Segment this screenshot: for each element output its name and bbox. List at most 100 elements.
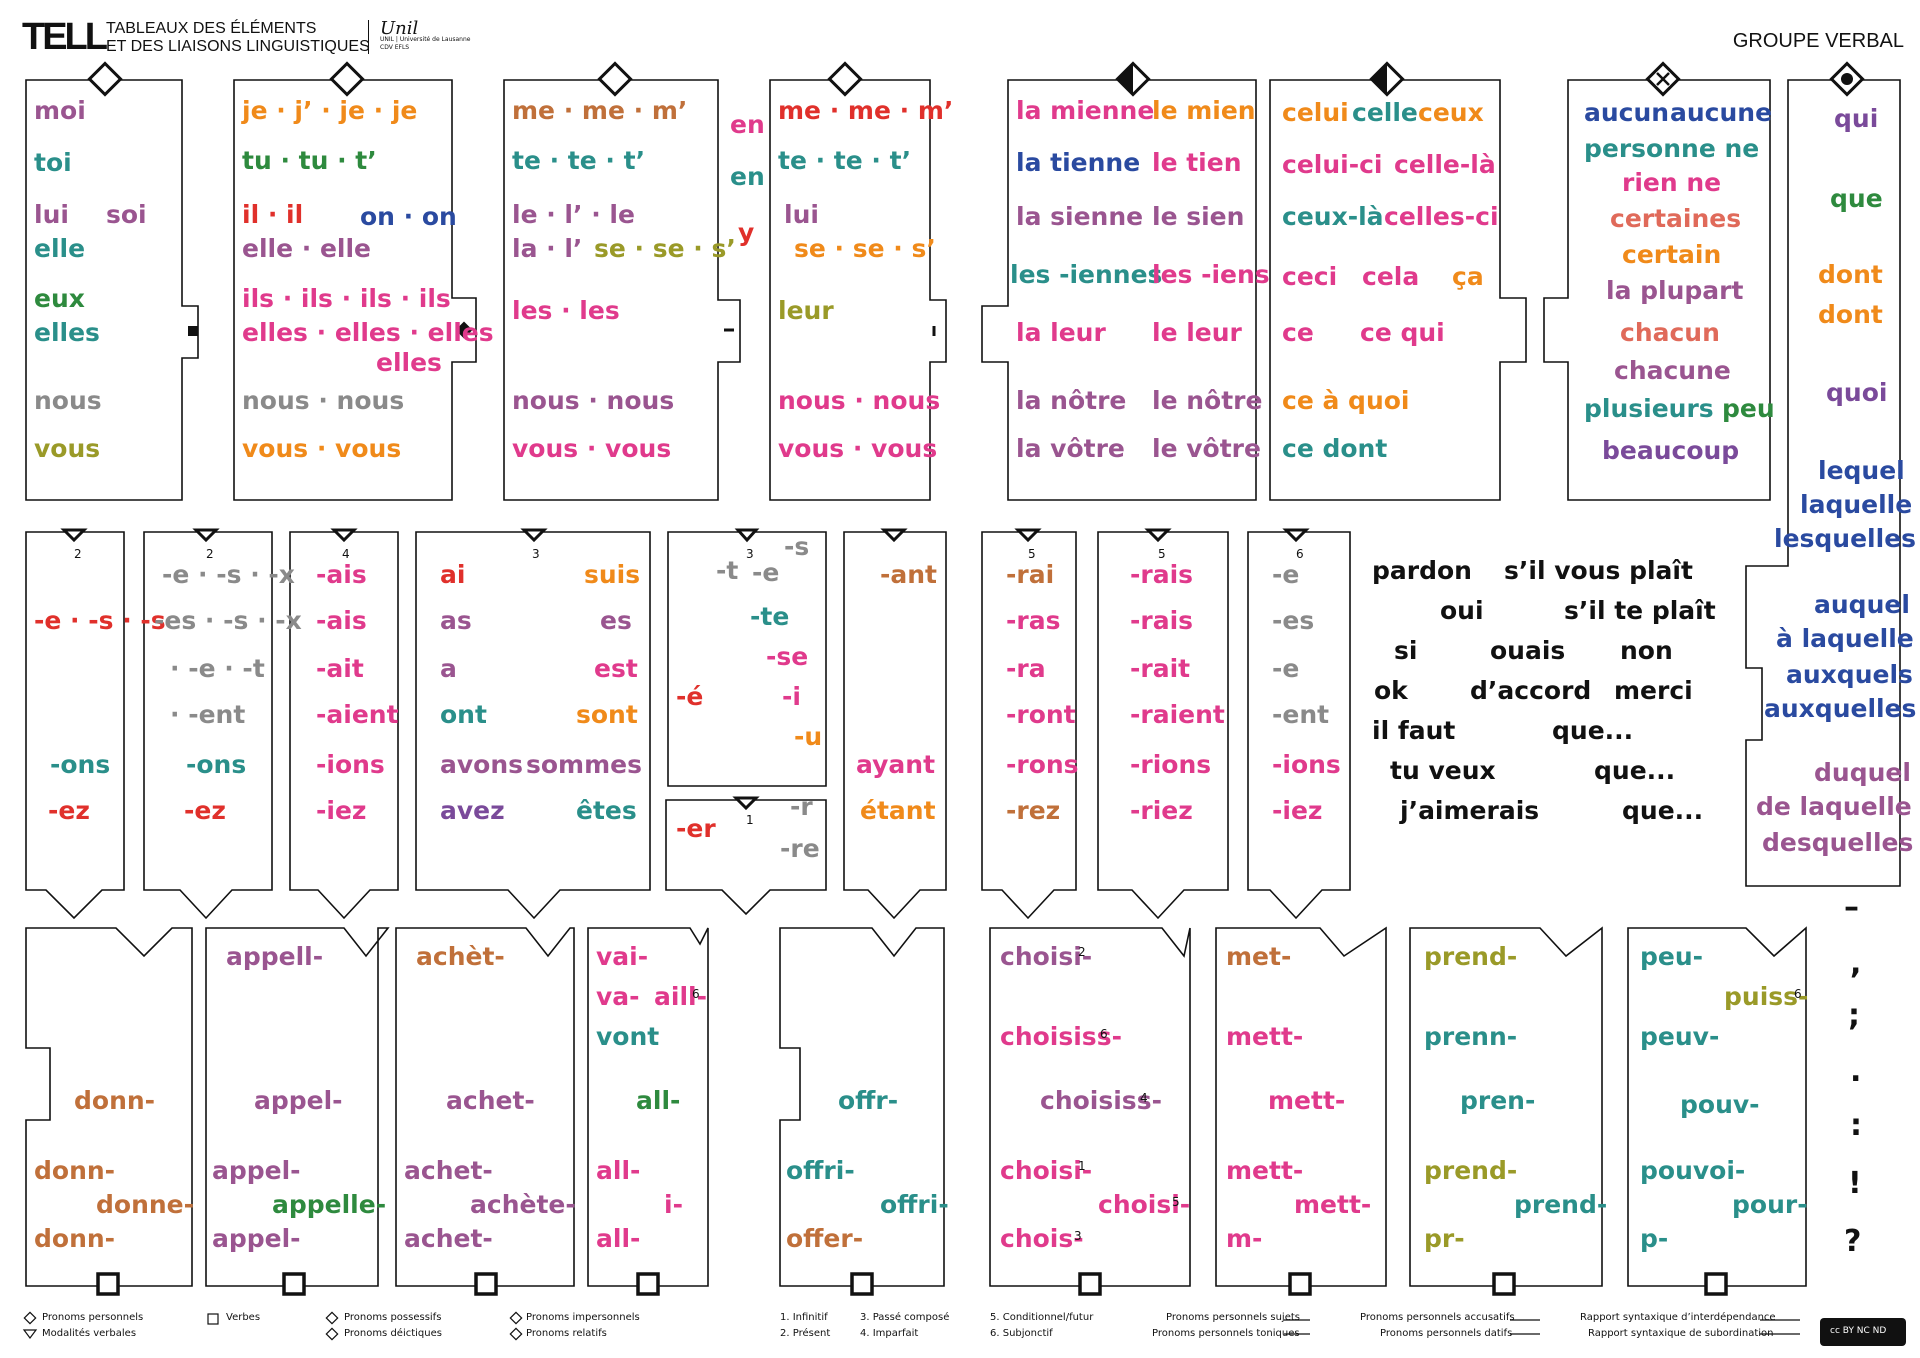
word-item: achet-	[446, 1086, 535, 1115]
tense-superscript: 1	[1078, 1159, 1086, 1173]
word-item: lequel	[1818, 456, 1905, 485]
frame-mettre	[1215, 926, 1387, 1287]
frame-present-1	[25, 531, 125, 920]
legend-tense-1: 1. Infinitif	[780, 1312, 828, 1323]
legend-pp-datifs: Pronoms personnels datifs	[1380, 1328, 1513, 1339]
word-item: -raient	[1130, 700, 1225, 729]
word-item: te · te · t’	[778, 146, 912, 175]
word-item: auxquelles	[1764, 694, 1917, 723]
word-item: -rons	[1006, 750, 1079, 779]
word-item: ai	[440, 560, 466, 589]
word-item: -e · -s · -s	[34, 606, 166, 635]
frame-appeler	[205, 927, 390, 1287]
word-item: pren-	[1460, 1086, 1536, 1115]
word-item: -iez	[316, 796, 367, 825]
word-item: le leur	[1152, 318, 1242, 347]
expression-item: merci	[1614, 676, 1693, 705]
tense-superscript: 6	[692, 987, 700, 1001]
word-item: chacun	[1620, 318, 1720, 347]
tense-number: 2	[206, 547, 214, 561]
word-item: -er	[676, 814, 716, 843]
tense-superscript: 2	[1078, 945, 1086, 959]
word-item: êtes	[576, 796, 637, 825]
word-item: auquel	[1814, 590, 1910, 619]
word-item: donn-	[34, 1156, 116, 1185]
word-item: le tien	[1152, 148, 1242, 177]
tense-number: 1	[746, 813, 754, 827]
word-item: beaucoup	[1602, 436, 1740, 465]
word-item: qui	[1834, 104, 1879, 133]
logo-subtitle: TABLEAUX DES ÉLÉMENTS ET DES LIAISONS LI…	[106, 20, 370, 56]
expression-item: tu veux	[1390, 756, 1496, 785]
word-item: va-	[596, 982, 640, 1011]
frame-pronoms-datifs	[769, 79, 947, 501]
word-item: tu · tu · t’	[242, 146, 377, 175]
word-item: se · se · s’	[594, 234, 736, 263]
word-item: offr-	[838, 1086, 899, 1115]
diamond-icon	[597, 61, 633, 97]
frame-pronoms-impersonnels	[1543, 79, 1771, 501]
legend-pronoms-possessifs: Pronoms possessifs	[344, 1312, 442, 1323]
legend-tense-3: 3. Passé composé	[860, 1312, 950, 1323]
word-item: desquelles	[1762, 828, 1914, 857]
tense-superscript: 6	[1100, 1027, 1108, 1041]
frame-prendre	[1409, 926, 1603, 1287]
unil-logo: Unil	[380, 18, 419, 39]
word-item: achèt-	[416, 942, 505, 971]
word-item: ce à quoi	[1282, 386, 1410, 415]
word-item: celui	[1282, 98, 1349, 127]
word-item: est	[594, 654, 638, 683]
word-item: quoi	[1826, 378, 1888, 407]
word-item: peu-	[1640, 942, 1704, 971]
word-item: nous · nous	[242, 386, 405, 415]
word-item: -ais	[316, 560, 367, 589]
expression-item: que...	[1622, 796, 1704, 825]
frame-auxiliaires	[415, 531, 651, 920]
tense-superscript: 6	[1794, 987, 1802, 1001]
word-item: avez	[440, 796, 505, 825]
punctuation-mark: –	[1844, 890, 1859, 925]
word-item: -ra	[1006, 654, 1046, 683]
word-item: avons	[440, 750, 524, 779]
word-item: -e	[752, 558, 780, 587]
word-item: celle-là	[1394, 150, 1496, 179]
word-item: -r	[790, 792, 813, 821]
word-item: met-	[1226, 942, 1292, 971]
word-item: offer-	[786, 1224, 864, 1253]
word-item: -u	[794, 722, 823, 751]
frame-pronoms-deictiques	[1269, 79, 1527, 501]
group-title: GROUPE VERBAL	[1732, 30, 1904, 52]
word-item: appel-	[212, 1156, 301, 1185]
word-item: -ions	[1272, 750, 1341, 779]
word-item: ceux	[1418, 98, 1484, 127]
word-item: all-	[596, 1156, 641, 1185]
word-item: le nôtre	[1152, 386, 1263, 415]
word-item: ils · ils · ils · ils	[242, 284, 451, 313]
word-item: toi	[34, 148, 72, 177]
word-item: la vôtre	[1016, 434, 1125, 463]
tense-number: 3	[746, 547, 754, 561]
word-item: eux	[34, 284, 85, 313]
word-item: soi	[106, 200, 147, 229]
legend-pp-toniques: Pronoms personnels toniques	[1152, 1328, 1300, 1339]
word-item: · -ent	[170, 700, 246, 729]
word-item: ce	[1282, 318, 1314, 347]
word-item: -e	[1272, 560, 1300, 589]
word-item: appell-	[226, 942, 324, 971]
expression-item: si	[1394, 636, 1418, 665]
word-item: en	[730, 162, 765, 191]
legend-modalites-verbales: Modalités verbales	[42, 1328, 137, 1339]
tense-number: 4	[342, 547, 350, 561]
frame-infinitif	[665, 799, 827, 916]
legend-pronoms-deictiques: Pronoms déictiques	[344, 1328, 442, 1339]
frame-pronoms-relatifs	[1745, 79, 1901, 887]
word-item: -rais	[1130, 606, 1194, 635]
word-item: -s	[784, 532, 810, 561]
word-item: aucune	[1670, 98, 1773, 127]
word-item: m-	[1226, 1224, 1263, 1253]
frame-participe-present	[843, 531, 947, 920]
expression-item: ouais	[1490, 636, 1566, 665]
frame-pronoms-sujets	[233, 79, 477, 501]
word-item: prend-	[1514, 1190, 1608, 1219]
tense-superscript: 3	[1074, 1229, 1082, 1243]
